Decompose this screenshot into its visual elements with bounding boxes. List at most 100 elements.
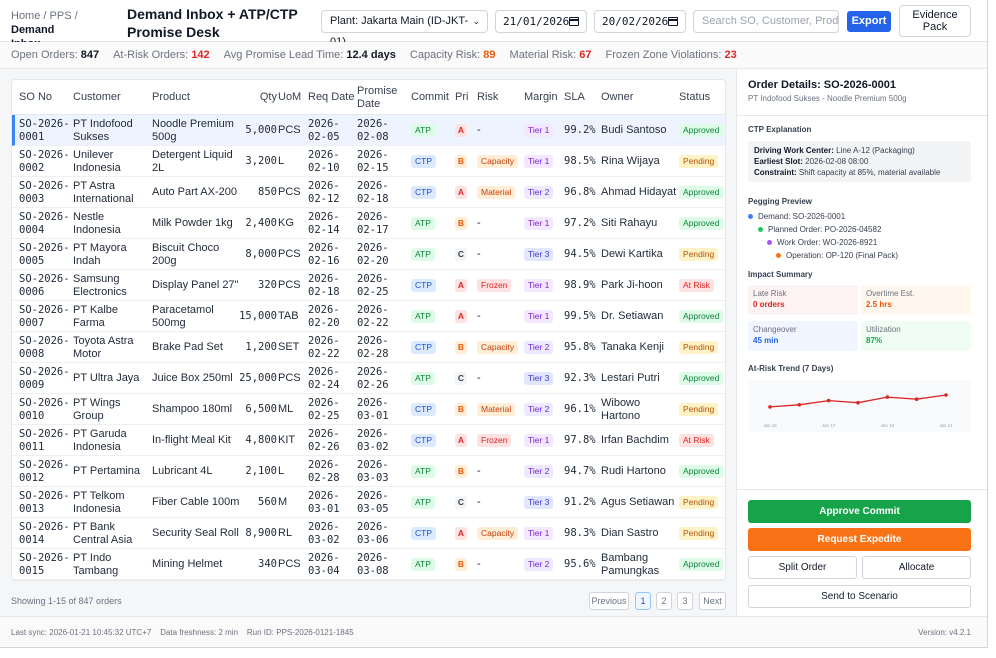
cell-product: Lubricant 4L [152, 465, 213, 477]
date-to-input[interactable]: 20/02/2026 [594, 10, 686, 33]
cell-owner: Ahmad Hidayat [601, 186, 677, 198]
table-row[interactable]: SO-2026-0014 PT Bank Central Asia Security… [12, 518, 725, 549]
pegging-item[interactable]: Work Order: WO-2026-8921 [767, 238, 877, 247]
ctp-heading: CTP Explanation [748, 125, 812, 134]
cell-promise: 2026-03-02 [357, 427, 389, 453]
request-expedite-button[interactable]: Request Expedite [748, 528, 971, 551]
cell-customer: Samsung Electronics [73, 272, 127, 298]
approve-commit-button[interactable]: Approve Commit [748, 500, 971, 523]
send-to-scenario-button[interactable]: Send to Scenario [748, 585, 971, 608]
impact-tile: Overtime Est. 2.5 hrs [861, 285, 971, 315]
next-page-button[interactable]: Next [699, 592, 726, 610]
chevron-down-icon: ⌄ [472, 16, 480, 26]
table-row[interactable]: SO-2026-0007 PT Kalbe Farma Paracetamol 50… [12, 301, 725, 332]
table-row[interactable]: SO-2026-0013 PT Telkom Indonesia Fiber Cab… [12, 487, 725, 518]
column-header-customer[interactable]: Customer [73, 91, 121, 103]
pegging-heading: Pegging Preview [748, 197, 813, 206]
pegging-item[interactable]: Planned Order: PO-2026-04582 [758, 225, 881, 234]
cell-sla: 95.8% [564, 341, 596, 353]
cell-commit: CTP [411, 518, 446, 549]
cell-customer: PT Pertamina [73, 465, 141, 477]
cell-so: SO-2026-0001 [19, 117, 70, 143]
table-row[interactable]: SO-2026-0011 PT Garuda Indonesia In-flight… [12, 425, 725, 456]
cell-customer: PT Garuda Indonesia [73, 427, 127, 453]
orders-panel: SO No Customer Product Qty UoM Req Date Promis… [0, 69, 736, 616]
status-badge: Pending [679, 341, 719, 354]
table-row[interactable]: SO-2026-0012 PT Pertamina Lubricant 4L 2,10… [12, 456, 725, 487]
cell-customer: PT Ultra Jaya [73, 372, 140, 384]
cell-req: 2026-02-12 [308, 179, 340, 205]
cell-qty: 3,200 [245, 155, 277, 167]
table-row[interactable]: SO-2026-0008 Toyota Astra Motor Brake Pad … [12, 332, 725, 363]
cell-status: At Risk [679, 425, 724, 456]
column-header-pri[interactable]: Pri [455, 91, 469, 103]
column-header-owner[interactable]: Owner [601, 91, 634, 103]
column-header-so[interactable]: SO No [19, 91, 53, 103]
cell-qty: 8,900 [245, 527, 277, 539]
cell-risk: - [477, 217, 481, 229]
breadcrumb: Home / PPS / Demand Inbox [11, 10, 78, 50]
page-3-button[interactable]: 3 [677, 592, 693, 610]
table-header: SO No Customer Product Qty UoM Req Date Promis… [12, 80, 725, 115]
cell-status: Approved [679, 208, 724, 239]
column-header-promise[interactable]: Promise Date [357, 84, 398, 110]
column-header-risk[interactable]: Risk [477, 91, 499, 103]
table-row[interactable]: SO-2026-0005 PT Mayora Indah Biscuit Choco… [12, 239, 725, 270]
cell-owner: Irfan Bachdim [601, 434, 669, 446]
page-2-button[interactable]: 2 [656, 592, 672, 610]
breadcrumb-home[interactable]: Home [11, 10, 41, 22]
column-header-uom[interactable]: UoM [278, 91, 302, 103]
risk-badge: Frozen [477, 434, 512, 447]
cell-req: 2026-02-16 [308, 241, 340, 267]
commit-badge: ATP [411, 496, 435, 509]
table-row[interactable]: SO-2026-0009 PT Ultra Jaya Juice Box 250ml… [12, 363, 725, 394]
cell-pri: B [455, 549, 475, 580]
kpi-item: Frozen Zone Violations: 23 [605, 49, 737, 61]
cell-uom: TAB [278, 310, 299, 322]
breadcrumb-pps[interactable]: PPS [49, 10, 72, 22]
cell-req: 2026-02-20 [308, 303, 340, 329]
table-row[interactable]: SO-2026-0006 Samsung Electronics Display P… [12, 270, 725, 301]
column-header-commit[interactable]: Commit [411, 91, 449, 103]
cell-risk: Capacity [477, 518, 525, 549]
table-row[interactable]: SO-2026-0002 Unilever Indonesia Detergent … [12, 146, 725, 177]
column-header-sla[interactable]: SLA [564, 91, 585, 103]
page-1-button[interactable]: 1 [635, 592, 651, 610]
table-row[interactable]: SO-2026-0004 Nestle Indonesia Milk Powder … [12, 208, 725, 239]
split-order-button[interactable]: Split Order [748, 556, 857, 579]
cell-so: SO-2026-0011 [19, 427, 70, 453]
column-header-req[interactable]: Req Date [308, 91, 355, 103]
status-badge: Approved [679, 217, 724, 230]
cell-risk: Capacity [477, 146, 525, 177]
status-badge: Pending [679, 496, 719, 509]
evidence-pack-button[interactable]: Evidence Pack [899, 5, 971, 37]
table-row[interactable]: SO-2026-0001 PT Indofood Sukses Noodle Pre… [12, 115, 725, 146]
cell-pri: C [455, 239, 475, 270]
status-badge: Pending [679, 403, 719, 416]
pegging-item[interactable]: Demand: SO-2026-0001 [748, 212, 845, 221]
column-header-qty[interactable]: Qty [259, 91, 277, 103]
date-from-input[interactable]: 21/01/2026 [495, 10, 587, 33]
allocate-button[interactable]: Allocate [862, 556, 971, 579]
cell-risk: Frozen [477, 270, 525, 301]
cell-uom: PCS [278, 248, 301, 260]
plant-select[interactable]: Plant: Jakarta Main (ID-JKT-01)⌄ [321, 10, 488, 48]
x-tick-label: Jan 19 [881, 423, 895, 428]
column-header-margin[interactable]: Margin [524, 91, 558, 103]
pri-badge: A [455, 124, 467, 137]
table-row[interactable]: SO-2026-0015 PT Indo Tambang Mining Helmet… [12, 549, 725, 580]
pegging-item[interactable]: Operation: OP-120 (Final Pack) [776, 251, 898, 260]
cell-sla: 94.5% [564, 248, 596, 260]
column-header-status[interactable]: Status [679, 91, 711, 103]
cell-customer: PT Indofood Sukses [73, 117, 133, 143]
risk-badge: Capacity [477, 527, 519, 540]
search-input[interactable]: Search SO, Customer, Product... [693, 10, 839, 33]
table-row[interactable]: SO-2026-0003 PT Astra International Auto P… [12, 177, 725, 208]
export-button[interactable]: Export [847, 11, 891, 32]
table-row[interactable]: SO-2026-0010 PT Wings Group Shampoo 180ml 6… [12, 394, 725, 425]
trend-point [856, 400, 860, 405]
column-header-product[interactable]: Product [152, 91, 190, 103]
cell-owner: Agus Setiawan [601, 496, 675, 508]
previous-page-button[interactable]: Previous [589, 592, 629, 610]
cell-qty: 4,800 [245, 434, 277, 446]
